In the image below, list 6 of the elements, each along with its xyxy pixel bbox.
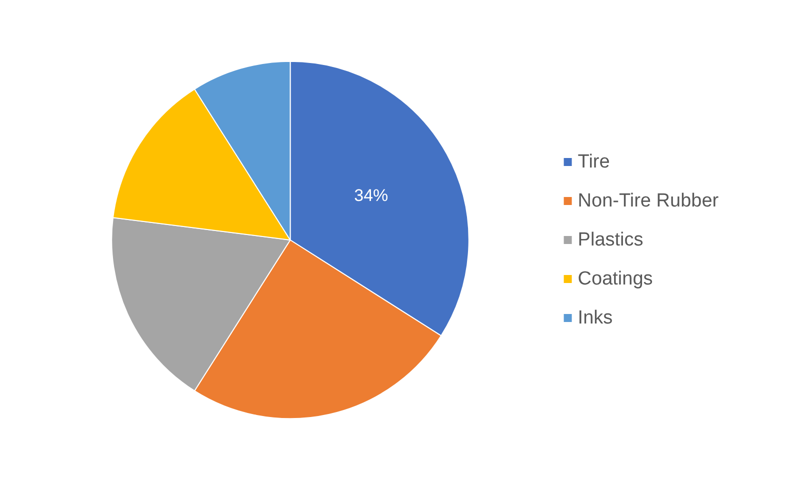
data-label: 34%	[354, 186, 388, 206]
legend-label: Coatings	[578, 268, 653, 290]
legend-label: Inks	[578, 308, 613, 328]
legend-label: Non-Tire Rubber	[578, 190, 720, 212]
legend-label: Plastics	[578, 230, 644, 250]
legend-label: Tire	[578, 152, 610, 172]
